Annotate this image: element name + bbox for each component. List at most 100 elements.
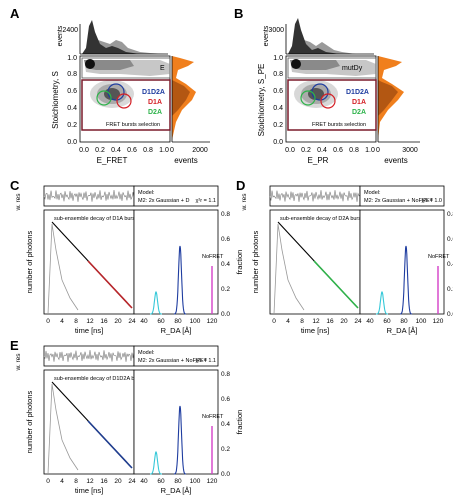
- panel-d: Dw. res sub-ensemble decay of D2A bursts 0…: [236, 178, 453, 335]
- panel-b-right-tick: 0: [376, 147, 380, 154]
- panel-e-decay-label: sub-ensemble decay of D1D2A bursts: [54, 376, 147, 382]
- panel-e-time-tick: 20: [114, 478, 122, 485]
- panel-c-decay-tail: [87, 260, 133, 309]
- panel-b-xlabel: E_PR: [308, 156, 329, 165]
- panel-b-xtick: 0.6: [333, 147, 343, 154]
- panel-e-fraction-label: fraction: [235, 410, 244, 435]
- panel-letter-a: A: [10, 6, 20, 21]
- panel-c-irf-curve: [47, 223, 79, 315]
- panel-d-time-tick: 0: [272, 318, 276, 325]
- panel-a-xticks: 0.0 0.2 0.4 0.6 0.8 1.0: [79, 147, 169, 154]
- panel-d-decay-label: sub-ensemble decay of D2A bursts: [280, 216, 366, 222]
- panel-e-fraction-tick: 0.8: [221, 371, 230, 378]
- panel-a-legend-d1a: D1A: [148, 99, 162, 106]
- panel-b-ytick: 0.6: [273, 88, 283, 95]
- panel-e-decay-ylabel: number of photons: [25, 390, 34, 453]
- panel-e-fraction-tick: 0.0: [221, 471, 230, 478]
- panel-d-dist-tick: 40: [366, 318, 374, 325]
- panel-e-nofret-label: NoFRET: [202, 414, 224, 420]
- panel-c-dist-tick: 80: [174, 318, 182, 325]
- panel-a-top-ylabel: events: [57, 25, 64, 46]
- panel-a-ytick: 0.2: [67, 122, 77, 129]
- panel-d-irf-curve: [273, 223, 305, 315]
- panel-e-dist-tick: 60: [157, 478, 165, 485]
- panel-e-time-xlabel: time [ns]: [75, 486, 103, 495]
- panel-a-ytick: 0.0: [67, 139, 77, 146]
- panel-c-fraction-tick: 0.6: [221, 236, 230, 243]
- panel-d-time-xlabel: time [ns]: [301, 326, 329, 335]
- panel-b-box-label: mutDy: [342, 65, 363, 72]
- panel-d-distance-axes: [359, 209, 445, 315]
- panel-b-right-histogram: [377, 56, 420, 143]
- panel-d-fraction-tick: 0.6: [447, 236, 453, 243]
- panel-e-time-tick: 0: [46, 478, 50, 485]
- panel-e-fraction-tick: 0.2: [221, 446, 230, 453]
- panel-a-yticks: 0.0 0.2 0.4 0.6 0.8 1.0: [67, 55, 77, 146]
- panel-d-time-tick: 20: [340, 318, 348, 325]
- panel-c-residual-trace: [43, 189, 135, 202]
- panel-e-model-box: [133, 345, 219, 367]
- panel-c-time-tick: 12: [86, 318, 94, 325]
- panel-e-time-tick: 16: [100, 478, 108, 485]
- panel-b-xticks: 0.0 0.2 0.4 0.6 0.8 1.0: [285, 147, 375, 154]
- panel-a-selection-label: FRET bursts selection: [106, 122, 160, 128]
- panel-c-time-tick: 24: [128, 318, 136, 325]
- panel-b-right-xlabel: events: [384, 156, 408, 165]
- panel-e-dist-tick: 40: [140, 478, 148, 485]
- panel-c-chi-label: χ²r = 1.1: [196, 198, 216, 204]
- panel-a-d2a-circle: [96, 90, 112, 106]
- panel-c-model-box: [133, 185, 219, 207]
- panel-c-model-label: Model:: [138, 190, 155, 196]
- panel-d-nofret-label: NoFRET: [428, 254, 450, 260]
- panel-a-d1a-circle: [116, 93, 132, 109]
- panel-b-right-tick: 3000: [402, 147, 418, 154]
- panel-b-top-ytick: 3000: [268, 27, 284, 34]
- panel-a: A 2400 events E D1D2A D1A D2A FRET burst…: [10, 6, 210, 165]
- panel-d-time-tick: 8: [300, 318, 304, 325]
- panel-b-ytick: 0.8: [273, 71, 283, 78]
- panel-b-d1a-circle: [320, 93, 336, 109]
- panel-b-xtick: 1.0: [365, 147, 375, 154]
- panel-c-dist-tick: 60: [157, 318, 165, 325]
- panel-e-fraction-tick: 0.4: [221, 421, 230, 428]
- panel-b-top-histogram: [285, 18, 374, 55]
- panel-c-nofret-label: NoFRET: [202, 254, 224, 260]
- panel-a-right-tick: 0: [170, 147, 174, 154]
- panel-d-fraction-tick: 0.2: [447, 286, 453, 293]
- panel-c-gaussian-2: [173, 245, 187, 315]
- panel-b-legend-d1d2a: D1D2A: [346, 89, 369, 96]
- panel-d-decay-tail: [313, 260, 359, 309]
- panel-c-fraction-label: fraction: [235, 250, 244, 275]
- panel-c-dist-xlabel: R_DA [Å]: [161, 326, 192, 335]
- panel-d-time-tick: 4: [286, 318, 290, 325]
- panel-e: Ew. res sub-ensemble decay of D1D2A burst…: [10, 338, 244, 495]
- panel-a-xtick: 0.8: [143, 147, 153, 154]
- panel-a-xtick: 1.0: [159, 147, 169, 154]
- panel-d-dist-tick: 80: [400, 318, 408, 325]
- panel-a-e-box: [81, 57, 171, 79]
- panel-b-xtick: 0.0: [285, 147, 295, 154]
- panel-b-xtick: 0.4: [317, 147, 327, 154]
- panel-d-dist-tick: 100: [416, 318, 427, 325]
- panel-b-mutdy-box: [287, 57, 377, 79]
- panel-d-residual-trace: [269, 190, 361, 202]
- panel-d-time-tick: 24: [354, 318, 362, 325]
- panel-c-time-tick: 0: [46, 318, 50, 325]
- panel-d-gaussian-2: [399, 245, 413, 315]
- panel-c-decay-label: sub-ensemble decay of D1A bursts: [54, 216, 140, 222]
- panel-a-xtick: 0.4: [111, 147, 121, 154]
- panel-d-dist-xlabel: R_DA [Å]: [387, 326, 418, 335]
- panel-b-d2a-circle: [300, 90, 316, 106]
- panel-a-fret-selection-box: [81, 79, 171, 131]
- panel-b-ytick: 0.4: [273, 105, 283, 112]
- panel-b-ytick: 0.2: [273, 122, 283, 129]
- panel-d-gaussian-1: [376, 290, 388, 315]
- panel-c-decay-ylabel: number of photons: [25, 230, 34, 293]
- panel-c-fraction-tick: 0.2: [221, 286, 230, 293]
- panel-a-xtick: 0.6: [127, 147, 137, 154]
- panel-d-decay-ylabel: number of photons: [251, 230, 260, 293]
- panel-d-fraction-tick: 0.4: [447, 261, 453, 268]
- panel-a-ytick: 1.0: [67, 55, 77, 62]
- panel-a-box-label: E: [160, 65, 165, 72]
